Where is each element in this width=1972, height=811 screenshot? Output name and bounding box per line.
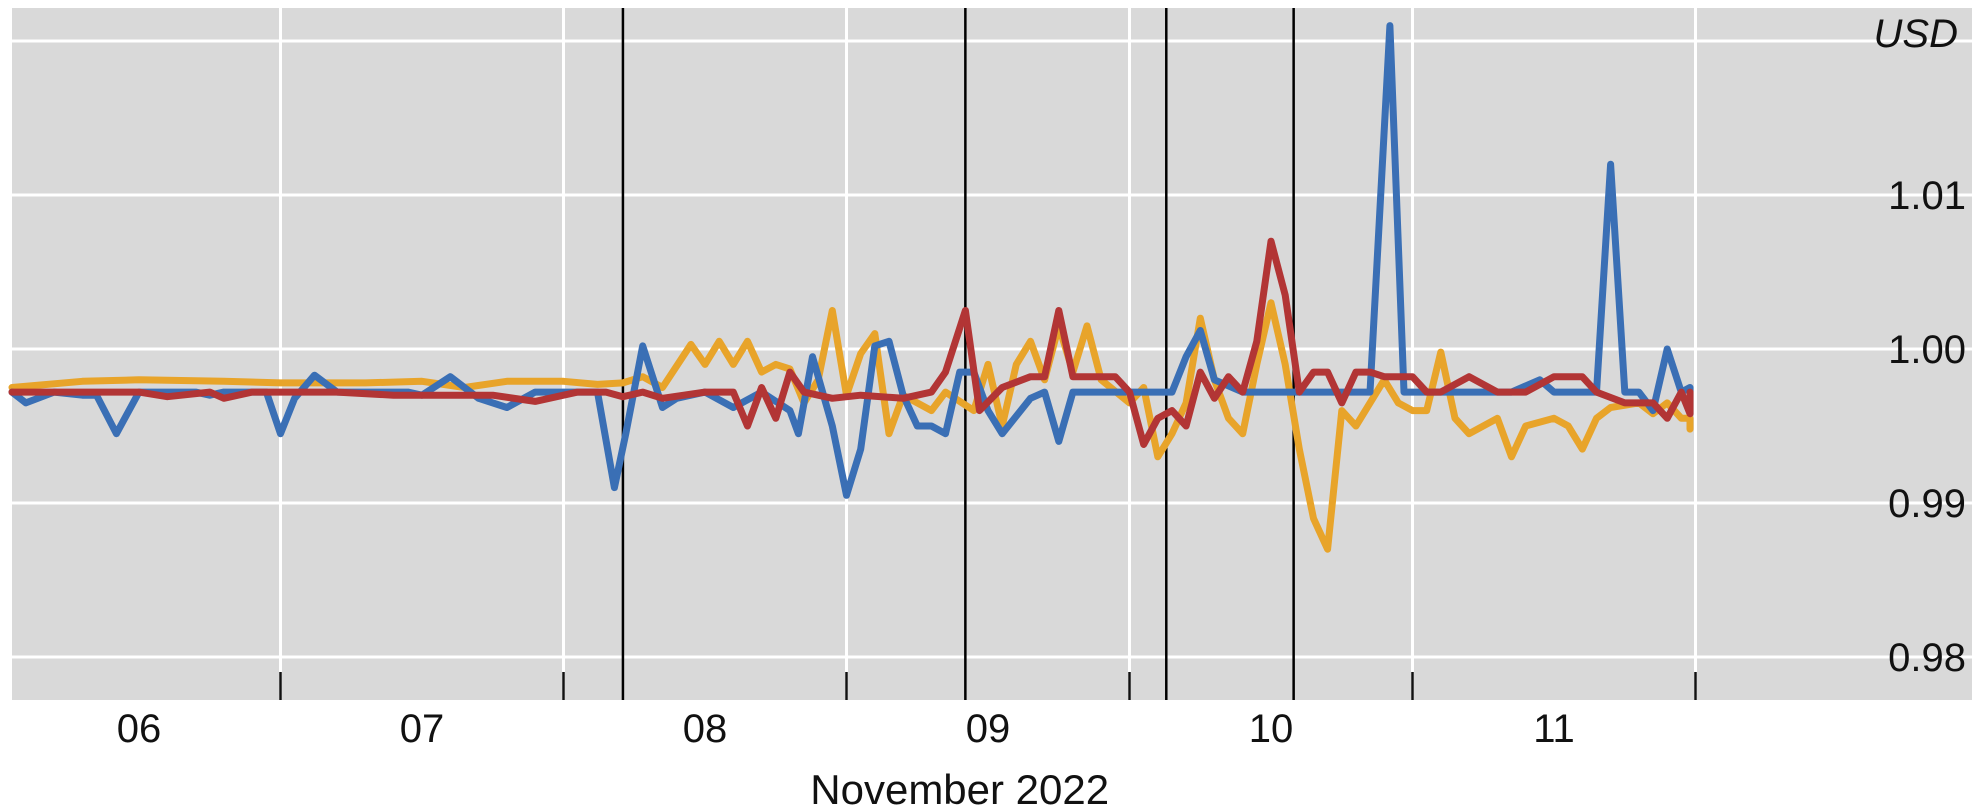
y-tick-label: 1.01 (1888, 174, 1966, 218)
plot-background (12, 8, 1972, 700)
series-line-3 (8, 237, 1694, 448)
y-tick-label: 0.99 (1888, 482, 1966, 526)
horizontal-gridlines (12, 39, 1972, 659)
series-lines (8, 22, 1694, 553)
x-axis-ticks (279, 672, 1697, 700)
vertical-gridlines (279, 8, 1697, 700)
y-tick-label: 0.98 (1888, 636, 1966, 680)
y-unit-label: USD (1874, 12, 1958, 56)
x-axis-tick-labels: 06 07 08 09 10 11 (117, 707, 1575, 751)
event-lines (621, 8, 1295, 700)
y-axis-tick-labels: 0.98 0.99 1.00 1.01 (1888, 174, 1966, 680)
x-tick-label: 08 (683, 707, 728, 751)
series-line-1 (8, 299, 1694, 553)
x-tick-label: 10 (1249, 707, 1294, 751)
y-tick-label: 1.00 (1888, 328, 1966, 372)
x-tick-label: 07 (400, 707, 445, 751)
x-tick-label: 11 (1533, 707, 1575, 751)
x-tick-label: 09 (966, 707, 1011, 751)
x-tick-label: 06 (117, 707, 162, 751)
x-axis-title: November 2022 (810, 766, 1109, 811)
